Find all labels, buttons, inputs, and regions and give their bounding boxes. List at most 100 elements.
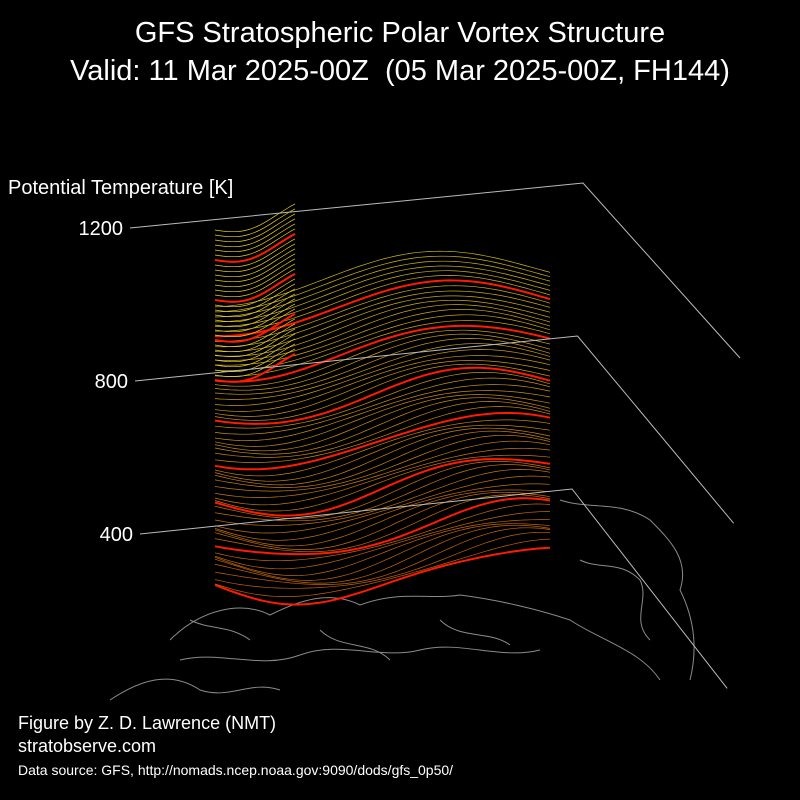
vortex-contour [214, 523, 551, 581]
vortex-contour [214, 303, 296, 333]
vortex-contour [214, 338, 551, 395]
vortex-contour [214, 314, 551, 372]
vortex-contour [214, 531, 551, 589]
vortex-contour [214, 440, 551, 498]
vortex-contour [214, 258, 296, 288]
vortex-contour [214, 366, 551, 425]
vortex-contour [214, 290, 551, 348]
vortex-contour [214, 228, 296, 258]
vortex-contour [214, 278, 296, 308]
vortex-contour [214, 406, 551, 463]
vortex-contour [214, 489, 551, 547]
vortex-contour [214, 503, 551, 562]
z-axis-label: Potential Temperature [K] [8, 177, 233, 199]
vortex-contour [214, 295, 551, 353]
website: stratobserve.com [18, 736, 156, 756]
vortex-contour [214, 283, 296, 313]
vortex-contour [214, 304, 551, 361]
vortex-surface [214, 203, 551, 606]
vortex-contour [214, 238, 296, 268]
vortex-contour [214, 475, 551, 534]
vortex-contour [214, 223, 296, 253]
vortex-contour [214, 511, 550, 570]
vortex-contour [214, 401, 551, 458]
vortex-contour [214, 328, 296, 358]
vortex-contour [214, 333, 551, 391]
vortex-contour [215, 285, 551, 342]
vortex-contour [214, 265, 551, 323]
vortex-contour [214, 288, 296, 318]
vortex-contour [214, 491, 551, 550]
vortex-contour [214, 355, 551, 412]
vortex-contour [214, 253, 296, 283]
vortex-contour [214, 203, 296, 233]
vortex-contour [214, 313, 296, 343]
grid-line [134, 335, 734, 524]
vortex-contour [214, 260, 551, 318]
vortex-contour [214, 263, 296, 293]
vortex-contour [214, 419, 551, 477]
vortex-contour [214, 213, 296, 243]
vortex-contour [214, 434, 551, 492]
z-tick-label: 800 [95, 371, 128, 393]
vortex-contour [214, 324, 551, 383]
vortex-contour [214, 377, 551, 435]
vortex-contour [214, 329, 551, 387]
vortex-contour [214, 464, 551, 522]
grid-line [139, 488, 728, 689]
vortex-contour [214, 390, 551, 447]
z-tick-label: 400 [100, 524, 133, 546]
vortex-contour [214, 318, 296, 348]
chart-subtitle: Valid: 11 Mar 2025-00Z (05 Mar 2025-00Z,… [70, 55, 730, 87]
vortex-contour [214, 447, 551, 506]
data-source: Data source: GFS, http://nomads.ncep.noa… [18, 762, 453, 778]
vortex-contour [214, 338, 296, 368]
vortex-contour [214, 546, 551, 606]
vortex-contour [214, 308, 296, 338]
vortex-contour [214, 497, 551, 556]
vortex-contour [214, 483, 551, 541]
vortex-contour [214, 494, 551, 553]
grid-line [129, 182, 741, 359]
vortex-contour [214, 268, 296, 298]
vortex-contour [214, 323, 296, 353]
vortex-contour [214, 538, 551, 597]
vortex-contour [214, 384, 551, 442]
vortex-contour [214, 461, 551, 519]
vortex-contour [214, 248, 296, 278]
vortex-contour [214, 250, 551, 308]
vortex-contour [214, 430, 551, 488]
vortex-contour [214, 218, 296, 248]
vortex-contour [214, 273, 296, 303]
coastline-map [109, 499, 695, 701]
vortex-contour [214, 343, 296, 373]
vortex-contour [215, 275, 551, 332]
vortex-contour [214, 255, 551, 313]
vortex-contour [214, 397, 551, 455]
vortex-contour [214, 349, 551, 406]
vortex-contour [214, 309, 551, 366]
vortex-contour [214, 320, 551, 377]
credit: Figure by Z. D. Lawrence (NMT) [18, 713, 276, 733]
vortex-contour [214, 299, 551, 357]
vortex-contour [214, 360, 551, 417]
vortex-contour [214, 293, 296, 323]
vortex-contour [214, 394, 551, 452]
vortex-contour [214, 524, 551, 584]
vortex-contour [214, 298, 296, 328]
vortex-contour [214, 233, 296, 263]
vortex-contour [214, 458, 551, 517]
vortex-contour [215, 270, 551, 327]
vortex-contour [214, 424, 551, 482]
chart-title: GFS Stratospheric Polar Vortex Structure [135, 17, 665, 49]
vortex-contour [214, 519, 551, 576]
vortex-contour [214, 348, 296, 378]
vortex-contour [214, 427, 551, 486]
vortex-contour [214, 363, 551, 421]
vortex-contour [214, 353, 296, 383]
vortex-contour [214, 208, 296, 238]
z-tick-label: 1200 [79, 218, 124, 240]
vortex-contour [214, 527, 551, 585]
vortex-contour [214, 371, 551, 429]
